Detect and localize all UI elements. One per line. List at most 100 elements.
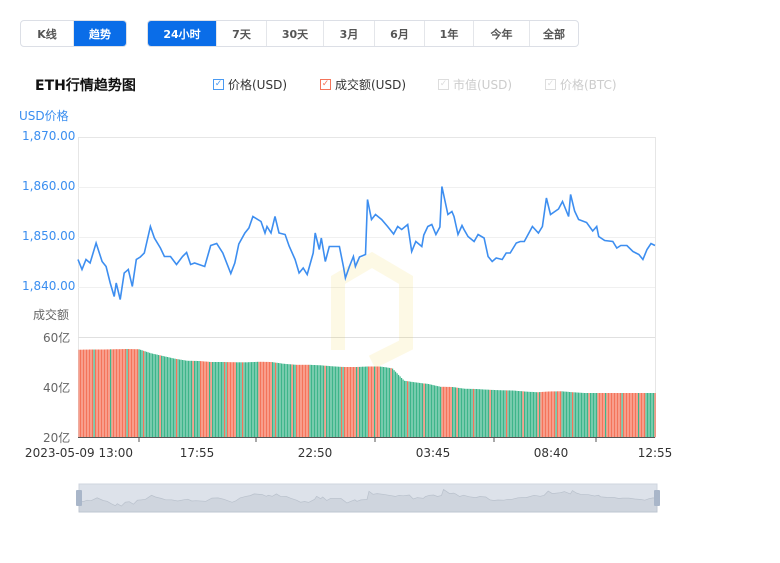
volume-bar [317,365,319,437]
volume-bar [131,349,133,437]
slider-right-handle[interactable] [654,490,660,506]
volume-bar [621,393,623,437]
volume-bar [602,393,604,437]
volume-bar [521,391,523,437]
legend-label: 市值(USD) [453,78,513,92]
volume-bar [89,349,91,437]
tab-6m[interactable]: 6月 [375,21,425,46]
volume-bar [477,389,479,437]
volume-bar [545,391,547,437]
volume-bar [597,393,599,437]
volume-bar [623,393,625,437]
volume-bar [189,360,191,437]
volume-bar [137,349,139,437]
volume-bar [554,391,556,437]
volume-bar [509,390,511,437]
volume-bar [407,381,409,437]
volume-bar [399,376,401,437]
checkbox-icon: ✓ [438,79,449,90]
volume-bar [78,349,80,437]
volume-bar [138,349,140,437]
volume-bar [635,393,637,437]
volume-bar [152,353,154,437]
volume-bar [569,392,571,437]
tab-ytd[interactable]: 今年 [474,21,530,46]
volume-bar [596,393,598,437]
volume-bar [309,364,311,437]
volume-bar [480,389,482,437]
volume-bar [257,361,259,437]
tab-30d[interactable]: 30天 [267,21,324,46]
volume-bar [504,390,506,437]
volume-bar [303,364,305,438]
tab-all[interactable]: 全部 [543,27,565,41]
tab-trend[interactable]: 趋势 [74,21,126,46]
tab-3m[interactable]: 3月 [324,21,375,46]
volume-bar [420,383,422,437]
volume-bar [360,366,362,437]
volume-bar [401,378,403,437]
legend-price-btc[interactable]: ✓ 价格(BTC) [545,76,617,93]
volume-bar [489,389,491,437]
volume-bar [288,364,290,437]
volume-bar [167,357,169,437]
volume-bar [120,349,122,437]
volume-bar [108,349,110,437]
volume-bar [156,354,158,437]
volume-bar [171,358,173,437]
volume-bar [348,367,350,437]
volume-bar [485,389,487,437]
volume-bar [393,370,395,437]
legend-price-usd[interactable]: ✓ 价格(USD) [213,76,287,93]
volume-bar [555,391,557,437]
volume-bar [543,391,545,437]
legend-label: 成交额(USD) [335,78,407,92]
volume-bar [275,362,277,437]
tab-24h[interactable]: 24小时 [148,21,217,46]
volume-bar [344,367,346,437]
volume-bar [645,393,647,437]
volume-bar [644,393,646,437]
volume-bar [450,387,452,437]
tab-7d[interactable]: 7天 [217,21,267,46]
legend-marketcap-usd[interactable]: ✓ 市值(USD) [438,76,512,93]
slider-left-handle[interactable] [76,490,82,506]
legend-volume-usd[interactable]: ✓ 成交额(USD) [320,76,406,93]
volume-bar [446,386,448,437]
volume-bar [408,381,410,437]
volume-bar [278,363,280,437]
volume-bar [230,362,232,437]
volume-bar [203,361,205,437]
volume-bar [335,366,337,437]
x-tick-label: 08:40 [533,446,569,460]
tab-kline[interactable]: K线 [21,21,74,46]
volume-bar [263,361,265,437]
volume-bar [534,392,536,437]
volume-bar [539,392,541,437]
volume-bar [378,366,380,437]
volume-bar [104,349,106,437]
volume-bar [270,362,272,437]
tab-1y[interactable]: 1年 [425,21,474,46]
volume-bar [318,365,320,437]
volume-bar [497,390,499,437]
volume-bar [143,350,145,437]
volume-bar [312,365,314,437]
volume-bar [359,366,361,437]
volume-bar [338,366,340,437]
volume-bar [528,391,530,437]
volume-bar [599,393,601,437]
volume-bar [453,387,455,437]
volume-bar [213,362,215,437]
volume-bar [636,393,638,437]
volume-bar [369,366,371,437]
volume-bar [452,387,454,437]
checkbox-checked-icon: ✓ [320,79,331,90]
volume-bar [228,362,230,437]
data-zoom-slider[interactable] [76,483,660,513]
volume-bar [350,367,352,437]
volume-bar [126,349,128,437]
volume-bar [198,361,200,437]
volume-bar [483,389,485,437]
volume-bar [425,383,427,437]
